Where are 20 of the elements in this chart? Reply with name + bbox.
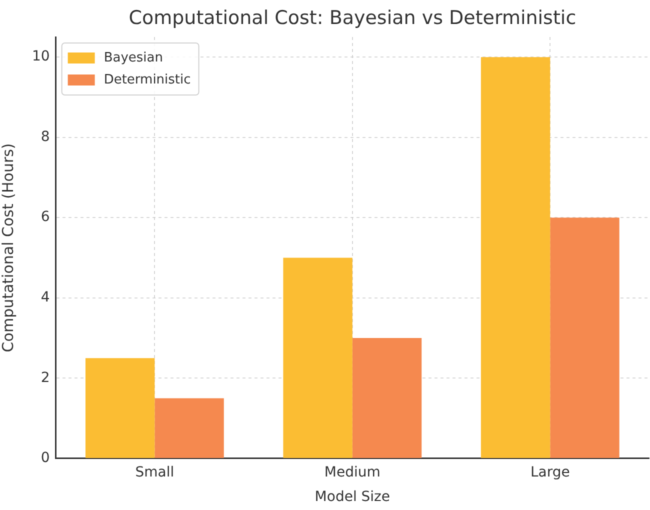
bar <box>85 358 155 458</box>
x-tick-label: Small <box>135 464 174 480</box>
y-tick-label: 2 <box>40 370 50 386</box>
bar <box>480 57 550 458</box>
x-tick-label: Medium <box>324 464 380 480</box>
y-tick-label: 10 <box>32 48 50 65</box>
bar <box>154 398 224 458</box>
y-tick-label: 0 <box>40 450 50 466</box>
chart-title: Computational Cost: Bayesian vs Deterministic <box>128 6 576 29</box>
x-tick-label: Large <box>530 464 570 480</box>
x-axis-title: Model Size <box>314 489 390 506</box>
y-tick-label: 4 <box>40 290 50 306</box>
y-tick-label: 6 <box>40 209 50 226</box>
legend-label: Deterministic <box>104 72 191 88</box>
bar <box>283 258 352 458</box>
bar <box>352 338 422 458</box>
y-tick-label: 8 <box>40 128 50 145</box>
bar <box>550 218 620 458</box>
y-axis-title: Computational Cost (Hours) <box>0 143 17 352</box>
legend-label: Bayesian <box>104 50 163 66</box>
